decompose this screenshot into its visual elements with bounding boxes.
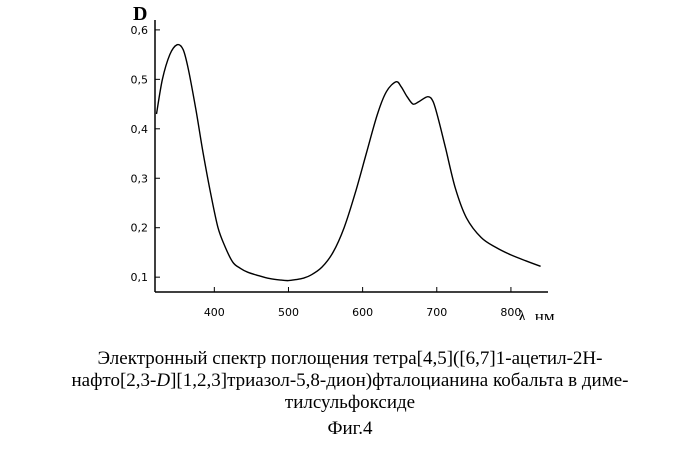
y-tick-label-0: 0,1: [131, 271, 149, 284]
caption-line-2-part-b: ][1,2,3]триазол-5,8-дион)фталоцианина ко…: [170, 370, 628, 391]
figure-caption: Электронный спектр поглощения тетра[4,5]…: [40, 348, 660, 414]
y-tick-label-2: 0,3: [131, 172, 149, 185]
x-tick-label-0: 400: [204, 306, 225, 319]
x-axis-title: λ, нм: [518, 307, 555, 320]
y-tick-label-4: 0,5: [131, 73, 149, 86]
caption-line-3: тилсульфоксиде: [40, 392, 660, 414]
y-tick-label-3: 0,4: [131, 123, 149, 136]
absorption-spectrum-chart: 0,10,20,30,40,50,6 400500600700800 D λ, …: [0, 0, 700, 320]
x-tick-label-3: 700: [426, 306, 447, 319]
caption-line-1: Электронный спектр поглощения тетра[4,5]…: [40, 348, 660, 370]
caption-line-2: нафто[2,3-D][1,2,3]триазол-5,8-дион)фтал…: [40, 370, 660, 392]
caption-line-2-italic: D: [156, 370, 170, 391]
x-tick-label-1: 500: [278, 306, 299, 319]
y-tick-label-5: 0,6: [131, 24, 149, 37]
x-tick-label-2: 600: [352, 306, 373, 319]
figure-number: Фиг.4: [0, 418, 700, 440]
y-axis-title: D: [133, 3, 147, 25]
caption-line-2-part-a: нафто[2,3-: [72, 370, 157, 391]
absorption-curve: [157, 45, 541, 281]
y-tick-label-1: 0,2: [131, 222, 149, 235]
